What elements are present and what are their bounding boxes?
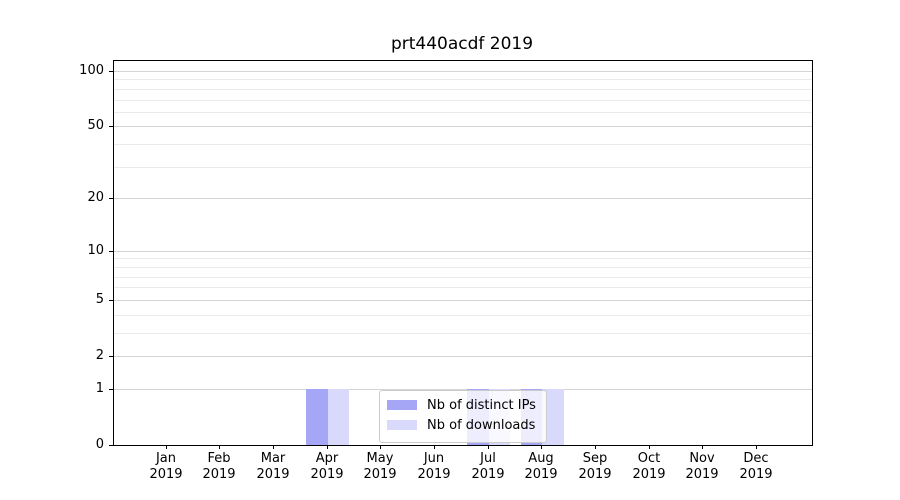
x-tick-label: Nov 2019: [685, 451, 719, 482]
x-tick-label: Oct 2019: [632, 451, 666, 482]
minor-gridline: [114, 166, 812, 168]
x-tick-label: Jan 2019: [149, 451, 183, 482]
y-tick-label: 2: [95, 348, 104, 363]
minor-gridline: [114, 276, 812, 278]
y-tick-mark: [109, 251, 113, 252]
y-tick-label: 0: [95, 437, 104, 452]
major-gridline: [114, 198, 812, 200]
minor-gridline: [114, 111, 812, 113]
x-tick-label: Aug 2019: [524, 451, 558, 482]
major-gridline: [114, 126, 812, 128]
chart-title: prt440acdf 2019: [390, 34, 534, 54]
minor-gridline: [114, 144, 812, 146]
x-tick-mark: [166, 445, 167, 449]
legend-item-downloads: Nb of downloads: [380, 415, 546, 435]
x-tick-mark: [702, 445, 703, 449]
legend-item-distinct-ips: Nb of distinct IPs: [380, 395, 546, 415]
legend-swatch-distinct-ips: [387, 400, 417, 410]
plot-area: Nb of distinct IPs Nb of downloads: [113, 60, 813, 446]
minor-gridline: [114, 88, 812, 90]
x-tick-mark: [434, 445, 435, 449]
minor-gridline: [114, 287, 812, 289]
bar-downloads: [542, 388, 564, 445]
minor-gridline: [114, 258, 812, 260]
y-tick-mark: [109, 356, 113, 357]
y-tick-mark: [109, 198, 113, 199]
legend-label-distinct-ips: Nb of distinct IPs: [427, 397, 536, 413]
legend-swatch-downloads: [387, 420, 417, 430]
x-tick-label: Sep 2019: [578, 451, 612, 482]
y-tick-label: 100: [79, 63, 104, 78]
x-tick-label: Apr 2019: [310, 451, 344, 482]
bar-downloads: [327, 388, 350, 445]
major-gridline: [114, 299, 812, 301]
x-tick-label: Mar 2019: [256, 451, 290, 482]
major-gridline: [114, 250, 812, 252]
x-tick-label: Jul 2019: [471, 451, 505, 482]
minor-gridline: [114, 332, 812, 334]
y-tick-mark: [109, 126, 113, 127]
x-tick-label: May 2019: [363, 451, 397, 482]
x-tick-mark: [380, 445, 381, 449]
major-gridline: [114, 388, 812, 390]
y-tick-label: 20: [87, 190, 104, 205]
minor-gridline: [114, 79, 812, 81]
minor-gridline: [114, 266, 812, 268]
y-tick-label: 1: [95, 381, 104, 396]
x-tick-label: Feb 2019: [202, 451, 236, 482]
y-tick-mark: [109, 389, 113, 390]
x-tick-mark: [273, 445, 274, 449]
x-tick-mark: [488, 445, 489, 449]
y-tick-label: 10: [87, 243, 104, 258]
x-tick-mark: [756, 445, 757, 449]
legend-label-downloads: Nb of downloads: [427, 417, 536, 433]
y-tick-mark: [109, 445, 113, 446]
y-tick-label: 5: [95, 292, 104, 307]
x-tick-mark: [649, 445, 650, 449]
minor-gridline: [114, 99, 812, 101]
y-tick-mark: [109, 71, 113, 72]
x-tick-mark: [327, 445, 328, 449]
minor-gridline: [114, 314, 812, 316]
x-tick-mark: [219, 445, 220, 449]
y-tick-mark: [109, 300, 113, 301]
x-tick-label: Dec 2019: [739, 451, 773, 482]
legend: Nb of distinct IPs Nb of downloads: [379, 390, 547, 443]
x-tick-mark: [595, 445, 596, 449]
bar-distinct-ips: [306, 388, 328, 445]
x-tick-label: Jun 2019: [417, 451, 451, 482]
major-gridline: [114, 356, 812, 357]
y-tick-label: 50: [87, 118, 104, 133]
x-tick-mark: [541, 445, 542, 449]
major-gridline: [114, 71, 812, 72]
